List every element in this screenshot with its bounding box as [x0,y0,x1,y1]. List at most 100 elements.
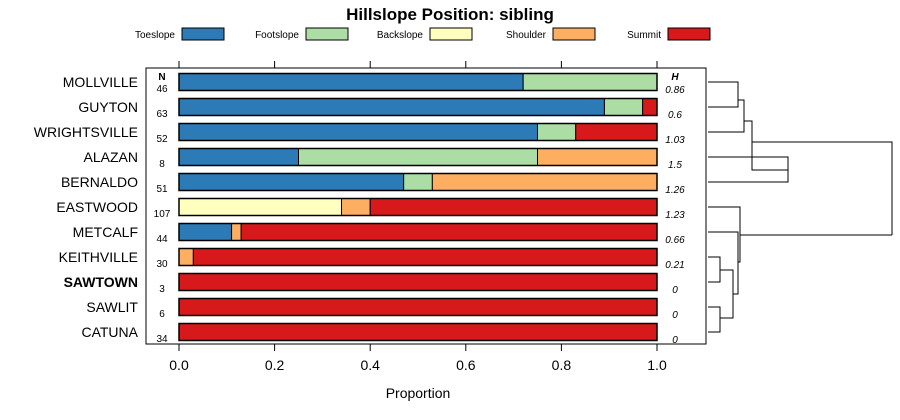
bar-segment [403,173,433,191]
n-value: 63 [156,109,168,120]
legend-swatch [552,27,596,41]
bar-segment [178,298,658,316]
bar-segment [575,123,658,141]
row-label: GUYTON [78,99,138,115]
plot-frame [145,67,707,345]
bar-outline [178,222,658,242]
h-value: 0.66 [665,235,685,246]
row-label: KEITHVILLE [59,249,138,265]
legend-label: Toeslope [135,30,175,41]
row-label: METCALF [73,224,138,240]
bar-segment [178,98,605,116]
n-value: 8 [159,159,165,170]
legend: Toeslope Footslope Backslope Shoulder Summit [135,27,711,41]
bar-segment [178,173,405,191]
n-value: 44 [156,234,168,245]
bar-outline [178,247,658,267]
legend-swatch [429,27,473,41]
legend-label: Footslope [255,30,299,41]
n-value: 34 [156,334,168,345]
legend-swatch [667,27,711,41]
legend-label: Shoulder [506,30,547,41]
row-label: EASTWOOD [56,199,138,215]
bar-segment [298,148,538,166]
dendrogram-branch [708,256,721,270]
bar-outline [178,322,658,342]
x-axis-title: Proportion [386,385,451,401]
n-value: 46 [156,84,168,95]
row-label: WRIGHTSVILLE [34,124,138,140]
dendrogram-branch [708,270,721,283]
dendrogram-branch [738,99,745,110]
dendrogram-branch [720,269,734,294]
bar-outline [178,122,658,142]
dendrogram-branch [708,81,739,92]
bar-segment [178,273,658,291]
h-value: 0 [672,335,678,346]
bar-segment [178,223,233,241]
dendrogram-branch [751,142,788,171]
h-value: 0 [672,285,678,296]
bar-segment [537,148,658,166]
bar-outline [178,97,658,117]
dendrogram-branch [752,141,893,235]
x-tick-label: 0.2 [265,357,285,373]
bar-outline [178,272,658,292]
x-tick-label: 0.8 [552,357,572,373]
bar-segment [537,123,577,141]
h-value: 0 [672,310,678,321]
row-label: BERNALDO [61,174,138,190]
row-label: ALAZAN [84,149,138,165]
dendrogram-branch [708,318,721,333]
bar-segment [178,73,524,91]
bars [178,72,658,342]
n-value: 51 [156,184,168,195]
legend-label: Backslope [377,30,424,41]
bar-segment [341,198,371,216]
bar-segment [178,148,299,166]
bar-segment [603,98,644,116]
x-axis: 0.0 0.2 0.4 0.6 0.8 1.0 [169,61,667,373]
n-value: 3 [159,284,165,295]
dendrogram-branch [733,262,739,295]
legend-swatch [305,27,349,41]
h-value: 1.03 [665,135,685,146]
h-value: 0.21 [665,260,684,271]
bar-segment [240,223,658,241]
x-tick-label: 0.0 [169,357,189,373]
row-label: CATUNA [81,324,138,340]
bar-segment [178,323,658,341]
chart-title: Hillslope Position: sibling [346,5,554,24]
bar-segment [431,173,658,191]
dendrogram-branch [744,120,753,142]
dendrogram-branch [708,110,745,133]
bar-segment [178,123,538,141]
legend-label: Summit [627,30,661,41]
n-column-header: N [158,72,165,83]
dendrogram-branch [708,206,741,235]
dendrogram-branch [738,235,741,263]
h-value: 1.23 [665,210,685,221]
dendrogram-branch [708,231,739,262]
h-value: 1.26 [665,185,685,196]
bar-outline [178,147,658,167]
bar-outline [178,197,658,217]
bar-segment [642,98,658,116]
bar-segment [231,223,242,241]
row-label: MOLLVILLE [63,74,138,90]
bar-outline [178,172,658,192]
dendrogram-branch [708,92,739,108]
row-label: SAWTOWN [64,274,138,290]
legend-swatch [181,27,225,41]
dendrogram-branch [708,156,789,170]
x-tick-label: 0.4 [360,357,380,373]
row-label: SAWLIT [86,299,138,315]
h-column-header: H [671,72,679,83]
bar-segment [522,73,658,91]
x-tick-label: 0.6 [456,357,476,373]
dendrogram-branch [720,294,734,319]
bar-outline [178,297,658,317]
dendrogram-branch [708,170,789,183]
